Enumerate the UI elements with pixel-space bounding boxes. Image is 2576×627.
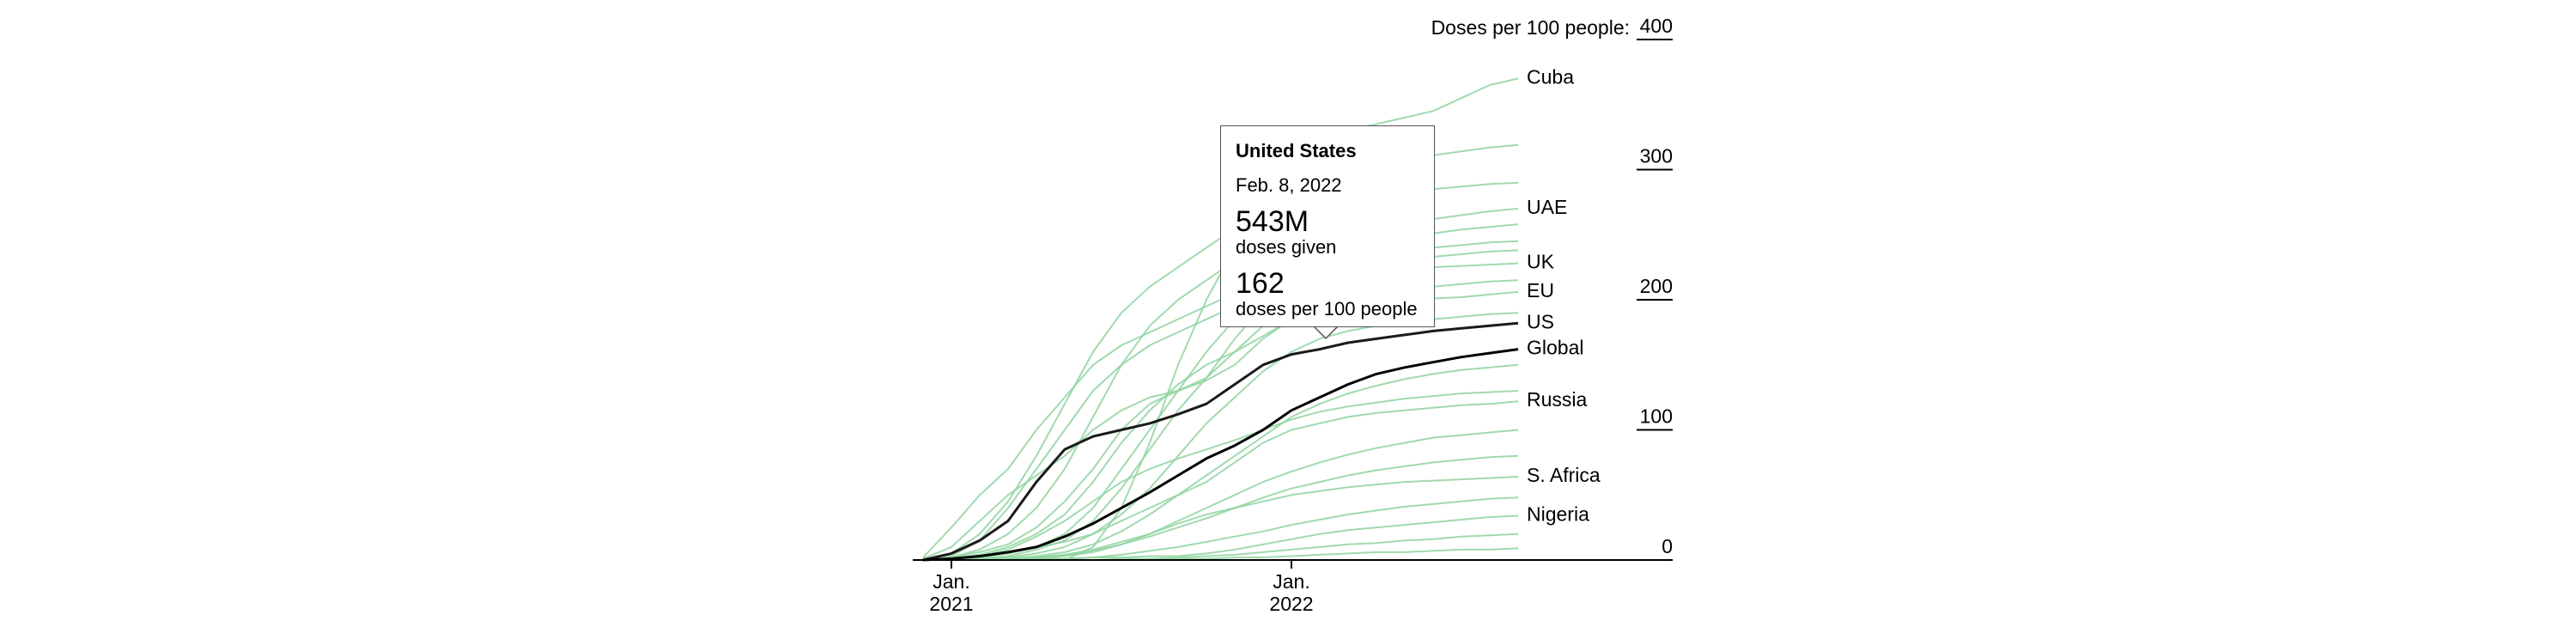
series-label: UK: [1527, 251, 1555, 273]
series-label: Global: [1527, 337, 1583, 359]
y-tick-label: 200: [1640, 275, 1673, 297]
series-label: Cuba: [1527, 66, 1574, 88]
series-line: [922, 348, 1519, 562]
x-tick-label: Jan. 2022: [1269, 570, 1314, 615]
series-line: [922, 390, 1519, 561]
series-label: US: [1527, 310, 1554, 332]
tooltip-date: Feb. 8, 2022: [1236, 174, 1342, 196]
series-label: UAE: [1527, 196, 1567, 218]
tooltip-doses: 543M: [1236, 205, 1309, 238]
y-axis-title: Doses per 100 people:: [1431, 16, 1630, 39]
series-label: Nigeria: [1527, 503, 1589, 526]
tooltip-per-100: 162: [1236, 267, 1285, 300]
tooltip-country: United States: [1236, 140, 1357, 161]
tooltip-doses-label: doses given: [1236, 236, 1337, 258]
tooltip-pointer: [1312, 326, 1340, 340]
series-line: [922, 321, 1519, 562]
y-tick-label: 100: [1640, 405, 1673, 428]
series-label: S. Africa: [1527, 464, 1601, 486]
series-label: Russia: [1527, 388, 1588, 411]
series-label: EU: [1527, 279, 1554, 301]
y-tick-label: 300: [1640, 145, 1673, 167]
tooltip: United States Feb. 8, 2022 543M doses gi…: [1220, 125, 1435, 327]
x-tick-label: Jan. 2021: [929, 570, 974, 615]
tooltip-per-100-label: doses per 100 people: [1236, 298, 1418, 320]
y-tick-label: 400: [1640, 15, 1673, 37]
series-line: [923, 476, 1519, 561]
y-tick-label: 0: [1662, 535, 1673, 557]
